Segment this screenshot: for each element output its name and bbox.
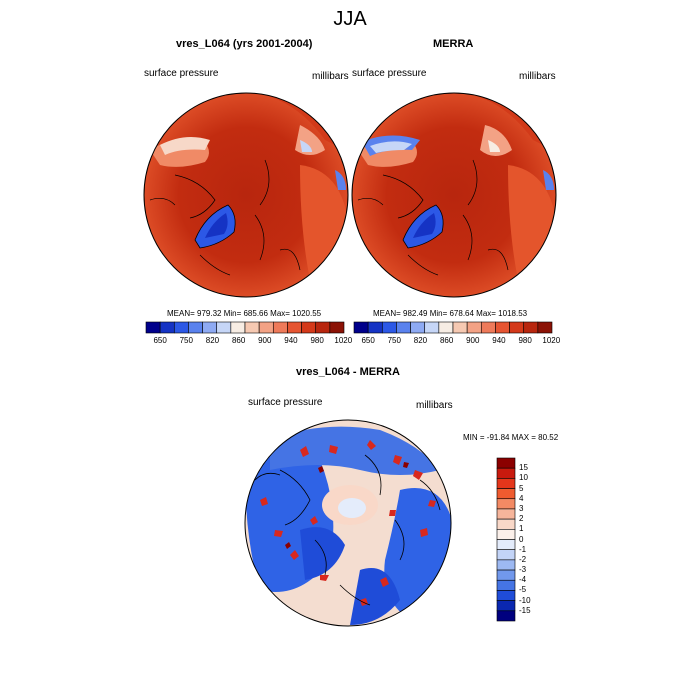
colorbar-swatch xyxy=(173,321,189,334)
colorbar-swatch xyxy=(202,321,218,334)
diff-colorbar-swatch xyxy=(496,457,516,469)
polar-map-model xyxy=(144,93,348,297)
colorbar-swatch xyxy=(452,321,468,334)
colorbar-swatch xyxy=(509,321,525,334)
panel-units-model: millibars xyxy=(312,71,349,82)
colorbar-swatch xyxy=(424,321,440,334)
panel-title-model: vres_L064 (yrs 2001-2004) xyxy=(176,38,313,50)
colorbar-swatch xyxy=(410,321,426,334)
colorbar-tick-label: 1020 xyxy=(542,336,561,345)
colorbar-swatch xyxy=(244,321,260,334)
diff-colorbar-swatch xyxy=(496,590,516,601)
colorbar-swatch xyxy=(396,321,411,334)
diff-colorbar-tick-label: -1 xyxy=(519,544,527,554)
diff-title: vres_L064 - MERRA xyxy=(296,366,400,378)
diff-colorbar-swatch xyxy=(496,529,516,540)
diff-colorbar-swatch xyxy=(496,508,516,520)
colorbar-merra xyxy=(353,321,553,334)
colorbar-tick-label: 1020 xyxy=(334,336,353,345)
diff-colorbar-tick-label: 5 xyxy=(519,483,524,493)
colorbar-tick-label: 980 xyxy=(310,336,324,345)
colorbar-swatch xyxy=(523,321,539,334)
diff-colorbar-swatch xyxy=(496,498,516,510)
diff-colorbar-tick-label: 4 xyxy=(519,493,524,503)
colorbar-swatch xyxy=(230,321,246,334)
diff-colorbar-tick-label: 15 xyxy=(519,463,528,473)
colorbar-swatch xyxy=(495,321,510,334)
colorbar-tick-label: 940 xyxy=(284,336,298,345)
colorbar-tick-label: 860 xyxy=(231,336,246,345)
diff-colorbar-tick-label: -4 xyxy=(519,575,527,585)
colorbar-swatch xyxy=(381,321,397,334)
colorbar-swatch xyxy=(480,321,496,334)
colorbar-swatch xyxy=(258,321,274,334)
diff-colorbar-swatch xyxy=(496,467,516,479)
colorbar-swatch xyxy=(367,321,383,334)
diff-colorbar-tick-label: 3 xyxy=(519,503,524,513)
polar-map-merra xyxy=(352,93,556,297)
diff-colorbar-tick-label: -2 xyxy=(519,554,527,564)
colorbar-swatch xyxy=(287,321,302,334)
diff-colorbar-swatch xyxy=(496,549,516,561)
colorbar-model xyxy=(145,321,345,334)
colorbar-tick-label: 750 xyxy=(179,336,193,345)
diff-colorbar-tick-label: -3 xyxy=(519,565,527,575)
diff-colorbar-tick-label: 0 xyxy=(519,534,524,544)
diff-colorbar-swatch xyxy=(496,579,516,591)
colorbar-swatch xyxy=(466,321,482,334)
diff-colorbar-tick-label: -10 xyxy=(519,595,531,605)
diff-colorbar-swatch xyxy=(496,488,516,500)
diff-colorbar-swatch xyxy=(496,569,516,581)
page-title: JJA xyxy=(333,8,367,30)
panel-title-merra: MERRA xyxy=(433,38,474,50)
polar-map-difference xyxy=(245,420,451,626)
diff-colorbar-swatch xyxy=(496,559,516,571)
colorbar-tick-label: 820 xyxy=(205,336,220,345)
diff-colorbar-swatch xyxy=(496,610,516,622)
diff-colorbar-tick-label: 1 xyxy=(519,524,524,534)
panel-units-merra: millibars xyxy=(519,71,556,82)
colorbar-tick-label: 900 xyxy=(258,336,272,345)
colorbar-tick-label: 820 xyxy=(413,336,428,345)
panel-stats-merra: MEAN= 982.49 Min= 678.64 Max= 1018.53 xyxy=(373,309,528,318)
diff-colorbar-tick-label: 10 xyxy=(519,473,528,483)
colorbar-swatch xyxy=(329,321,345,334)
panel-stats-model: MEAN= 979.32 Min= 685.66 Max= 1020.55 xyxy=(167,309,322,318)
colorbar-swatch xyxy=(353,321,369,334)
diff-colorbar-swatch xyxy=(496,518,516,530)
colorbar-tick-label: 650 xyxy=(153,336,167,345)
diff-colorbar-swatch xyxy=(496,539,516,550)
colorbar-tick-label: 940 xyxy=(492,336,506,345)
diff-units: millibars xyxy=(416,400,453,411)
colorbar-tick-label: 650 xyxy=(361,336,375,345)
diff-stats: MIN = -91.84 MAX = 80.52 xyxy=(463,433,559,442)
panel-variable-model: surface pressure xyxy=(144,68,219,79)
colorbar-tick-label: 750 xyxy=(387,336,401,345)
diff-colorbar-tick-label: 2 xyxy=(519,514,524,524)
diff-colorbar-tick-label: -5 xyxy=(519,585,527,595)
diff-colorbar-swatch xyxy=(496,600,516,612)
colorbar-tick-label: 900 xyxy=(466,336,480,345)
colorbar-difference xyxy=(496,457,516,622)
colorbar-swatch xyxy=(188,321,203,334)
diff-colorbar-swatch xyxy=(496,478,516,489)
diff-variable: surface pressure xyxy=(248,397,323,408)
colorbar-swatch xyxy=(537,321,553,334)
colorbar-swatch xyxy=(216,321,232,334)
colorbar-tick-label: 980 xyxy=(518,336,532,345)
diff-colorbar-tick-label: -15 xyxy=(519,605,531,615)
colorbar-swatch xyxy=(301,321,317,334)
colorbar-swatch xyxy=(438,321,454,334)
panel-variable-merra: surface pressure xyxy=(352,68,427,79)
colorbar-swatch xyxy=(159,321,175,334)
colorbar-swatch xyxy=(145,321,161,334)
colorbar-tick-label: 860 xyxy=(439,336,454,345)
colorbar-swatch xyxy=(315,321,331,334)
colorbar-swatch xyxy=(272,321,288,334)
